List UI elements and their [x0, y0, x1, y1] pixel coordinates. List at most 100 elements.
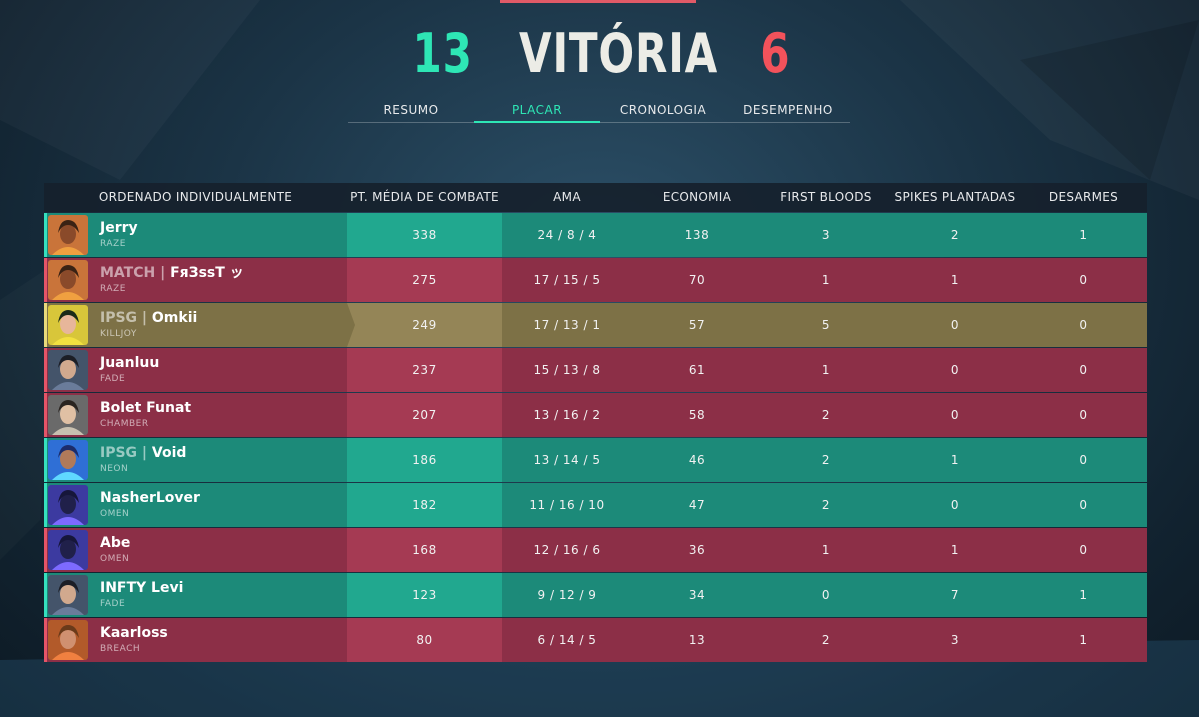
player-name-text: Abe [100, 534, 131, 551]
table-row[interactable]: NasherLover OMEN 182 11 / 16 / 10 47 2 0 0 [44, 483, 1147, 527]
economy-value: 57 [688, 318, 706, 332]
economy-value: 34 [688, 588, 706, 602]
player-name-text: Void [151, 444, 187, 461]
economy-value: 58 [688, 408, 706, 422]
defuses-value: 0 [1079, 543, 1088, 557]
agent-name: FADE [100, 373, 126, 384]
team-stripe [44, 438, 47, 482]
defuses-value: 1 [1079, 633, 1088, 647]
team-stripe [44, 258, 47, 302]
first-bloods-header[interactable]: FIRST BLOODS [780, 190, 872, 204]
kda-header[interactable]: AMA [553, 190, 581, 204]
fade-agent-icon [48, 350, 88, 390]
spikes-planted-header[interactable]: SPIKES PLANTADAS [894, 190, 1016, 204]
match-result: VITÓRIA [519, 22, 719, 85]
acs-value: 207 [347, 393, 502, 437]
enemy-score: 6 [760, 22, 791, 85]
tab-cronologia[interactable]: CRONOLOGIA [619, 103, 707, 117]
acs-value: 338 [347, 213, 502, 257]
team-stripe [44, 213, 47, 257]
agent-name: NEON [100, 463, 129, 474]
table-row[interactable]: IPSG | Omkii KILLJOY 249 17 / 13 / 1 57 5 0 0 [44, 303, 1147, 347]
table-row[interactable]: INFTY Levi FADE 123 9 / 12 / 9 34 0 7 1 [44, 573, 1147, 617]
economy-value: 138 [684, 228, 710, 242]
acs-value: 123 [347, 573, 502, 617]
tab-resumo[interactable]: RESUMO [383, 103, 439, 117]
tab-placar[interactable]: PLACAR [474, 98, 600, 123]
chamber-agent-icon [48, 395, 88, 435]
spikes-planted-value: 0 [950, 318, 960, 332]
spikes-planted-value: 0 [950, 363, 960, 377]
player-tag: IPSG | [100, 444, 148, 461]
player-name: Bolet Funat [100, 400, 191, 417]
player-name-text: Kaarloss [100, 624, 168, 641]
table-row[interactable]: Juanluu FADE 237 15 / 13 / 8 61 1 0 0 [44, 348, 1147, 392]
first-bloods-value: 2 [821, 633, 831, 647]
team-stripe [44, 393, 47, 437]
table-row[interactable]: Jerry RAZE 338 24 / 8 / 4 138 3 2 1 [44, 213, 1147, 257]
player-name: Kaarloss [100, 625, 168, 642]
defuses-header[interactable]: DESARMES [1048, 190, 1119, 204]
kda-value: 9 / 12 / 9 [537, 588, 597, 602]
player-name: Juanluu [100, 355, 159, 372]
player-cell: NasherLover OMEN [44, 483, 347, 527]
agent-name: KILLJOY [100, 328, 137, 339]
kda-value: 13 / 16 / 2 [533, 408, 601, 422]
player-name-text: INFTY Levi [100, 579, 184, 596]
raze-agent-icon [48, 215, 88, 255]
player-name-text: Juanluu [100, 354, 160, 371]
table-row[interactable]: Bolet Funat CHAMBER 207 13 / 16 / 2 58 2 0 0 [44, 393, 1147, 437]
defuses-value: 0 [1079, 273, 1088, 287]
fade-agent-icon [48, 575, 88, 615]
omen-agent-icon [48, 530, 88, 570]
table-row[interactable]: Kaarloss BREACH 80 6 / 14 / 5 13 2 3 1 [44, 618, 1147, 662]
team-stripe [44, 483, 47, 527]
defuses-value: 0 [1079, 318, 1088, 332]
team-score: 13 [412, 22, 473, 85]
acs-header[interactable]: PT. MÉDIA DE COMBATE [350, 190, 499, 204]
kda-value: 11 / 16 / 10 [529, 498, 605, 512]
tab-bar: RESUMO PLACAR CRONOLOGIA DESEMPENHO [348, 98, 850, 123]
raze-agent-icon [48, 260, 88, 300]
table-row[interactable]: MATCH | FяЗssT ッ RAZE 275 17 / 15 / 5 70 1 1 0 [44, 258, 1147, 302]
agent-name: RAZE [100, 283, 126, 294]
neon-agent-icon [48, 440, 88, 480]
team-stripe [44, 348, 47, 392]
first-bloods-value: 2 [821, 453, 831, 467]
player-cell: Abe OMEN [44, 528, 347, 572]
current-player-marker [347, 303, 355, 347]
sort-individual-header[interactable]: ORDENADO INDIVIDUALMENTE [98, 190, 293, 204]
defuses-value: 0 [1079, 453, 1088, 467]
kda-value: 6 / 14 / 5 [537, 633, 597, 647]
defuses-value: 0 [1079, 363, 1088, 377]
player-name: Abe [100, 535, 130, 552]
first-bloods-value: 5 [821, 318, 831, 332]
defuses-value: 0 [1079, 498, 1088, 512]
player-name: NasherLover [100, 490, 200, 507]
defuses-value: 0 [1079, 408, 1088, 422]
scoreboard-header: ORDENADO INDIVIDUALMENTE PT. MÉDIA DE CO… [44, 183, 1147, 212]
player-name: Jerry [100, 220, 138, 237]
economy-header[interactable]: ECONOMIA [662, 190, 732, 204]
spikes-planted-value: 1 [950, 273, 960, 287]
killjoy-agent-icon [48, 305, 88, 345]
acs-value: 80 [347, 618, 502, 662]
agent-name: OMEN [100, 508, 130, 519]
player-cell: IPSG | Omkii KILLJOY [44, 303, 347, 347]
player-name: IPSG | Void [100, 445, 186, 462]
omen-agent-icon [48, 485, 88, 525]
agent-name: FADE [100, 598, 126, 609]
agent-name: CHAMBER [100, 418, 149, 429]
agent-name: RAZE [100, 238, 126, 249]
economy-value: 46 [688, 453, 706, 467]
tab-desempenho[interactable]: DESEMPENHO [743, 103, 833, 117]
player-cell: Juanluu FADE [44, 348, 347, 392]
kda-value: 15 / 13 / 8 [533, 363, 601, 377]
spikes-planted-value: 3 [950, 633, 960, 647]
spikes-planted-value: 7 [950, 588, 960, 602]
spikes-planted-value: 2 [950, 228, 960, 242]
table-row[interactable]: IPSG | Void NEON 186 13 / 14 / 5 46 2 1 0 [44, 438, 1147, 482]
table-row[interactable]: Abe OMEN 168 12 / 16 / 6 36 1 1 0 [44, 528, 1147, 572]
defuses-value: 1 [1079, 228, 1088, 242]
acs-value: 182 [347, 483, 502, 527]
